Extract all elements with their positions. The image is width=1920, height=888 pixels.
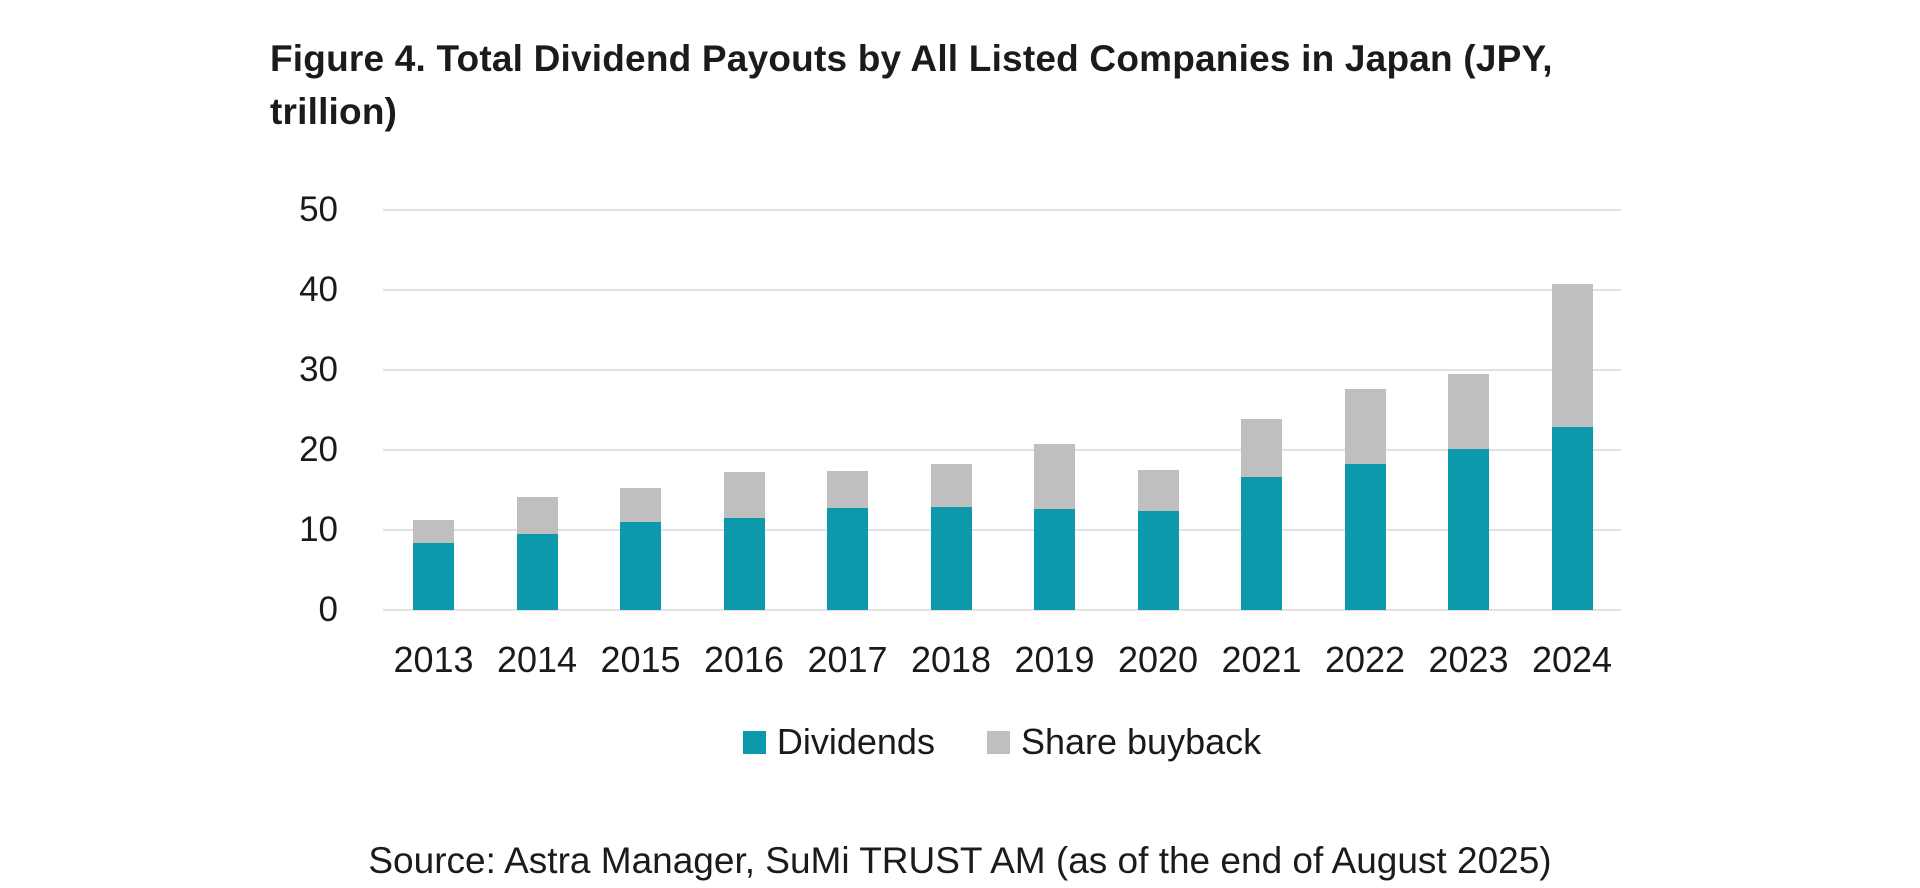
y-tick-label-20: 20	[299, 430, 338, 469]
bar-segment-2021-dividends	[1241, 477, 1282, 610]
bar-2018	[930, 464, 972, 610]
legend-label: Share buyback	[1020, 721, 1262, 762]
x-tick-label-2015: 2015	[600, 639, 681, 680]
bar-segment-2013-dividends	[413, 542, 454, 610]
bar-2019	[1034, 443, 1075, 610]
bar-segment-2016-dividends	[723, 518, 765, 610]
gridline-10	[383, 529, 1621, 531]
x-tick-label-2017: 2017	[807, 639, 888, 680]
bar-segment-2019-dividends	[1034, 509, 1075, 610]
legend-swatch-icon	[742, 730, 766, 754]
legend: Dividends Share buyback	[383, 722, 1621, 762]
legend-item-dividends: Dividends	[742, 721, 935, 762]
bar-2022	[1344, 389, 1386, 610]
x-tick-label-2016: 2016	[703, 639, 785, 680]
x-tick-label-2021: 2021	[1221, 639, 1302, 680]
plot-area	[383, 209, 1621, 611]
y-tick-label-30: 30	[299, 350, 338, 389]
y-tick-label-10: 10	[299, 510, 338, 549]
bar-2020	[1137, 470, 1179, 610]
bar-segment-2022-dividends	[1344, 463, 1386, 610]
bar-segment-2018-share-buyback	[930, 464, 972, 507]
x-tick-label-2013: 2013	[393, 639, 474, 680]
y-axis-labels: 0 10 20 30 40 50	[240, 190, 338, 629]
x-tick-label-2024: 2024	[1531, 639, 1613, 680]
bar-2021	[1241, 418, 1282, 610]
bar-segment-2024-share-buyback	[1551, 283, 1593, 427]
bar-2016	[723, 471, 765, 610]
bar-segment-2013-share-buyback	[413, 519, 454, 543]
bar-2013	[413, 519, 454, 610]
bar-segment-2014-share-buyback	[516, 497, 558, 534]
legend-label: Dividends	[776, 721, 935, 762]
y-tick-label-50: 50	[299, 190, 338, 229]
x-tick-label-2014: 2014	[496, 639, 578, 680]
bar-segment-2016-share-buyback	[723, 471, 765, 518]
x-axis-labels: 2013 2014 2015 2016 2017 2018 2019 2020 2021 2022…	[383, 638, 1621, 684]
y-tick-label-40: 40	[299, 270, 338, 309]
figure-title-line1: Figure 4. Total Dividend Payouts by All …	[270, 38, 1553, 79]
legend-swatch-icon	[986, 730, 1010, 754]
figure-title-line2: trillion)	[270, 91, 398, 132]
x-tick-label-2018: 2018	[910, 639, 992, 680]
bar-segment-2020-share-buyback	[1137, 470, 1179, 511]
bar-2017	[827, 470, 868, 610]
bar-segment-2019-share-buyback	[1034, 443, 1075, 510]
x-tick-label-2023: 2023	[1428, 639, 1509, 680]
x-tick-label-2020: 2020	[1117, 639, 1199, 680]
bar-segment-2018-dividends	[930, 506, 972, 610]
bar-segment-2015-dividends	[620, 522, 661, 610]
bar-2015	[620, 488, 661, 610]
bar-2024	[1551, 283, 1593, 610]
gridline-50	[383, 209, 1621, 211]
bar-segment-2021-share-buyback	[1241, 418, 1282, 478]
bar-segment-2017-dividends	[827, 507, 868, 610]
x-tick-label-2022: 2022	[1324, 639, 1406, 680]
bar-segment-2014-dividends	[516, 534, 558, 610]
bar-segment-2015-share-buyback	[620, 488, 661, 522]
gridline-40	[383, 289, 1621, 291]
bar-segment-2020-dividends	[1137, 510, 1179, 610]
bar-segment-2017-share-buyback	[827, 470, 868, 508]
bar-2023	[1448, 374, 1489, 610]
gridline-30	[383, 369, 1621, 371]
bar-2014	[516, 497, 558, 610]
bar-segment-2022-share-buyback	[1344, 389, 1386, 464]
source-note: Source: Astra Manager, SuMi TRUST AM (as…	[368, 840, 1552, 881]
bar-segment-2023-dividends	[1448, 449, 1489, 610]
gridline-20	[383, 449, 1621, 451]
y-tick-label-0: 0	[318, 590, 338, 629]
x-tick-label-2019: 2019	[1014, 639, 1095, 680]
gridline-0	[383, 609, 1621, 611]
figure-title: Figure 4. Total Dividend Payouts by All …	[270, 32, 1553, 138]
bar-segment-2024-dividends	[1551, 426, 1593, 610]
legend-item-share-buyback: Share buyback	[986, 721, 1262, 762]
bar-segment-2023-share-buyback	[1448, 374, 1489, 450]
